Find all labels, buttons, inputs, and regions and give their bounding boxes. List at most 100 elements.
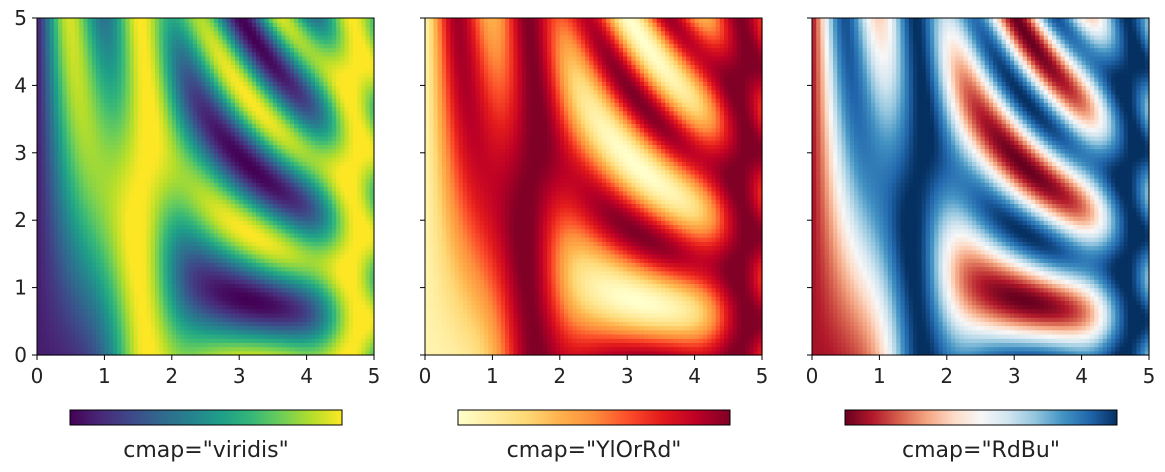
heatmap-cell: [117, 228, 122, 234]
heatmap-cell: [121, 182, 127, 188]
heatmap-cell: [138, 199, 143, 204]
heatmap-cell: [171, 325, 177, 331]
heatmap-cell: [369, 253, 375, 259]
heatmap-cell: [41, 245, 47, 251]
heatmap-cell: [319, 300, 325, 306]
heatmap-cell: [133, 300, 139, 306]
heatmap-cell: [352, 237, 358, 242]
heatmap-cell: [285, 148, 291, 154]
heatmap-cell: [150, 346, 156, 352]
heatmap-cell: [226, 199, 232, 204]
heatmap-cell: [260, 228, 266, 234]
heatmap-cell: [117, 140, 122, 145]
heatmap-cell: [306, 283, 312, 289]
heatmap-cell: [319, 317, 325, 322]
heatmap-cell: [129, 119, 135, 124]
heatmap-cell: [146, 279, 152, 284]
heatmap-cell: [100, 140, 105, 145]
heatmap-cell: [66, 262, 72, 268]
heatmap-cell: [83, 317, 89, 322]
heatmap-cell: [277, 300, 282, 306]
heatmap-cell: [176, 220, 181, 226]
heatmap-cell: [104, 110, 110, 116]
heatmap-cell: [58, 262, 63, 268]
heatmap-cell: [205, 131, 211, 137]
heatmap-cell: [125, 232, 131, 238]
heatmap-cell: [66, 325, 72, 331]
heatmap-cell: [37, 161, 42, 167]
heatmap-cell: [268, 249, 274, 255]
heatmap-cell: [234, 228, 240, 234]
heatmap-cell: [70, 102, 76, 108]
heatmap-cell: [192, 245, 198, 251]
heatmap-cell: [138, 161, 143, 167]
heatmap-cell: [256, 182, 261, 188]
heatmap-cell: [74, 135, 80, 141]
heatmap-cell: [306, 203, 312, 209]
heatmap-cell: [285, 262, 291, 268]
heatmap-cell: [142, 262, 148, 268]
heatmap-cell: [272, 266, 278, 272]
heatmap-cell: [74, 270, 80, 276]
heatmap-cell: [365, 325, 371, 331]
heatmap-cell: [167, 245, 173, 251]
heatmap-cell: [213, 325, 219, 331]
heatmap-cell: [327, 317, 333, 322]
heatmap-cell: [66, 346, 72, 352]
heatmap-cell: [171, 123, 177, 129]
heatmap-cell: [91, 245, 97, 251]
heatmap-cell: [159, 338, 164, 343]
heatmap-cell: [112, 283, 118, 289]
heatmap-cell: [256, 186, 261, 192]
heatmap-cell: [95, 346, 101, 352]
heatmap-cell: [277, 338, 282, 343]
heatmap-cell: [83, 342, 89, 348]
heatmap-cell: [167, 165, 173, 171]
heatmap-cell: [83, 338, 89, 343]
heatmap-cell: [226, 194, 232, 200]
heatmap-cell: [176, 291, 181, 297]
heatmap-cell: [369, 283, 375, 289]
heatmap-cell: [45, 165, 51, 171]
heatmap-cell: [348, 127, 354, 133]
heatmap-cell: [369, 119, 375, 124]
heatmap-cell: [260, 283, 266, 289]
heatmap-cell: [87, 135, 93, 141]
heatmap-cell: [100, 253, 105, 259]
heatmap-cell: [53, 89, 59, 95]
heatmap-cell: [264, 182, 270, 188]
heatmap-cell: [167, 304, 173, 310]
heatmap-cell: [239, 237, 245, 242]
heatmap-cell: [222, 114, 228, 120]
heatmap-cell: [117, 224, 122, 230]
heatmap-cell: [234, 245, 240, 251]
heatmap-cell: [163, 279, 169, 284]
heatmap-cell: [268, 93, 274, 99]
heatmap-cell: [79, 232, 84, 238]
heatmap-cell: [239, 203, 245, 209]
heatmap-cell: [138, 98, 143, 103]
heatmap-cell: [340, 148, 346, 154]
heatmap-cell: [201, 350, 207, 356]
heatmap-cell: [66, 249, 72, 255]
heatmap-cell: [281, 211, 287, 217]
heatmap-cell: [70, 287, 76, 293]
heatmap-cell: [336, 215, 341, 221]
heatmap-cell: [201, 207, 207, 213]
heatmap-cell: [226, 178, 232, 183]
heatmap-cell: [340, 165, 346, 171]
heatmap-cell: [272, 186, 278, 192]
heatmap-cell: [104, 215, 110, 221]
heatmap-cell: [348, 237, 354, 242]
heatmap-cell: [58, 119, 63, 124]
heatmap-cell: [108, 119, 114, 124]
heatmap-cell: [302, 296, 308, 301]
heatmap-cell: [302, 93, 308, 99]
heatmap-cell: [184, 190, 190, 196]
heatmap-cell: [188, 237, 194, 242]
heatmap-cell: [352, 194, 358, 200]
heatmap-cell: [62, 308, 68, 314]
heatmap-cell: [344, 173, 350, 179]
heatmap-cell: [336, 346, 341, 352]
heatmap-cell: [213, 190, 219, 196]
